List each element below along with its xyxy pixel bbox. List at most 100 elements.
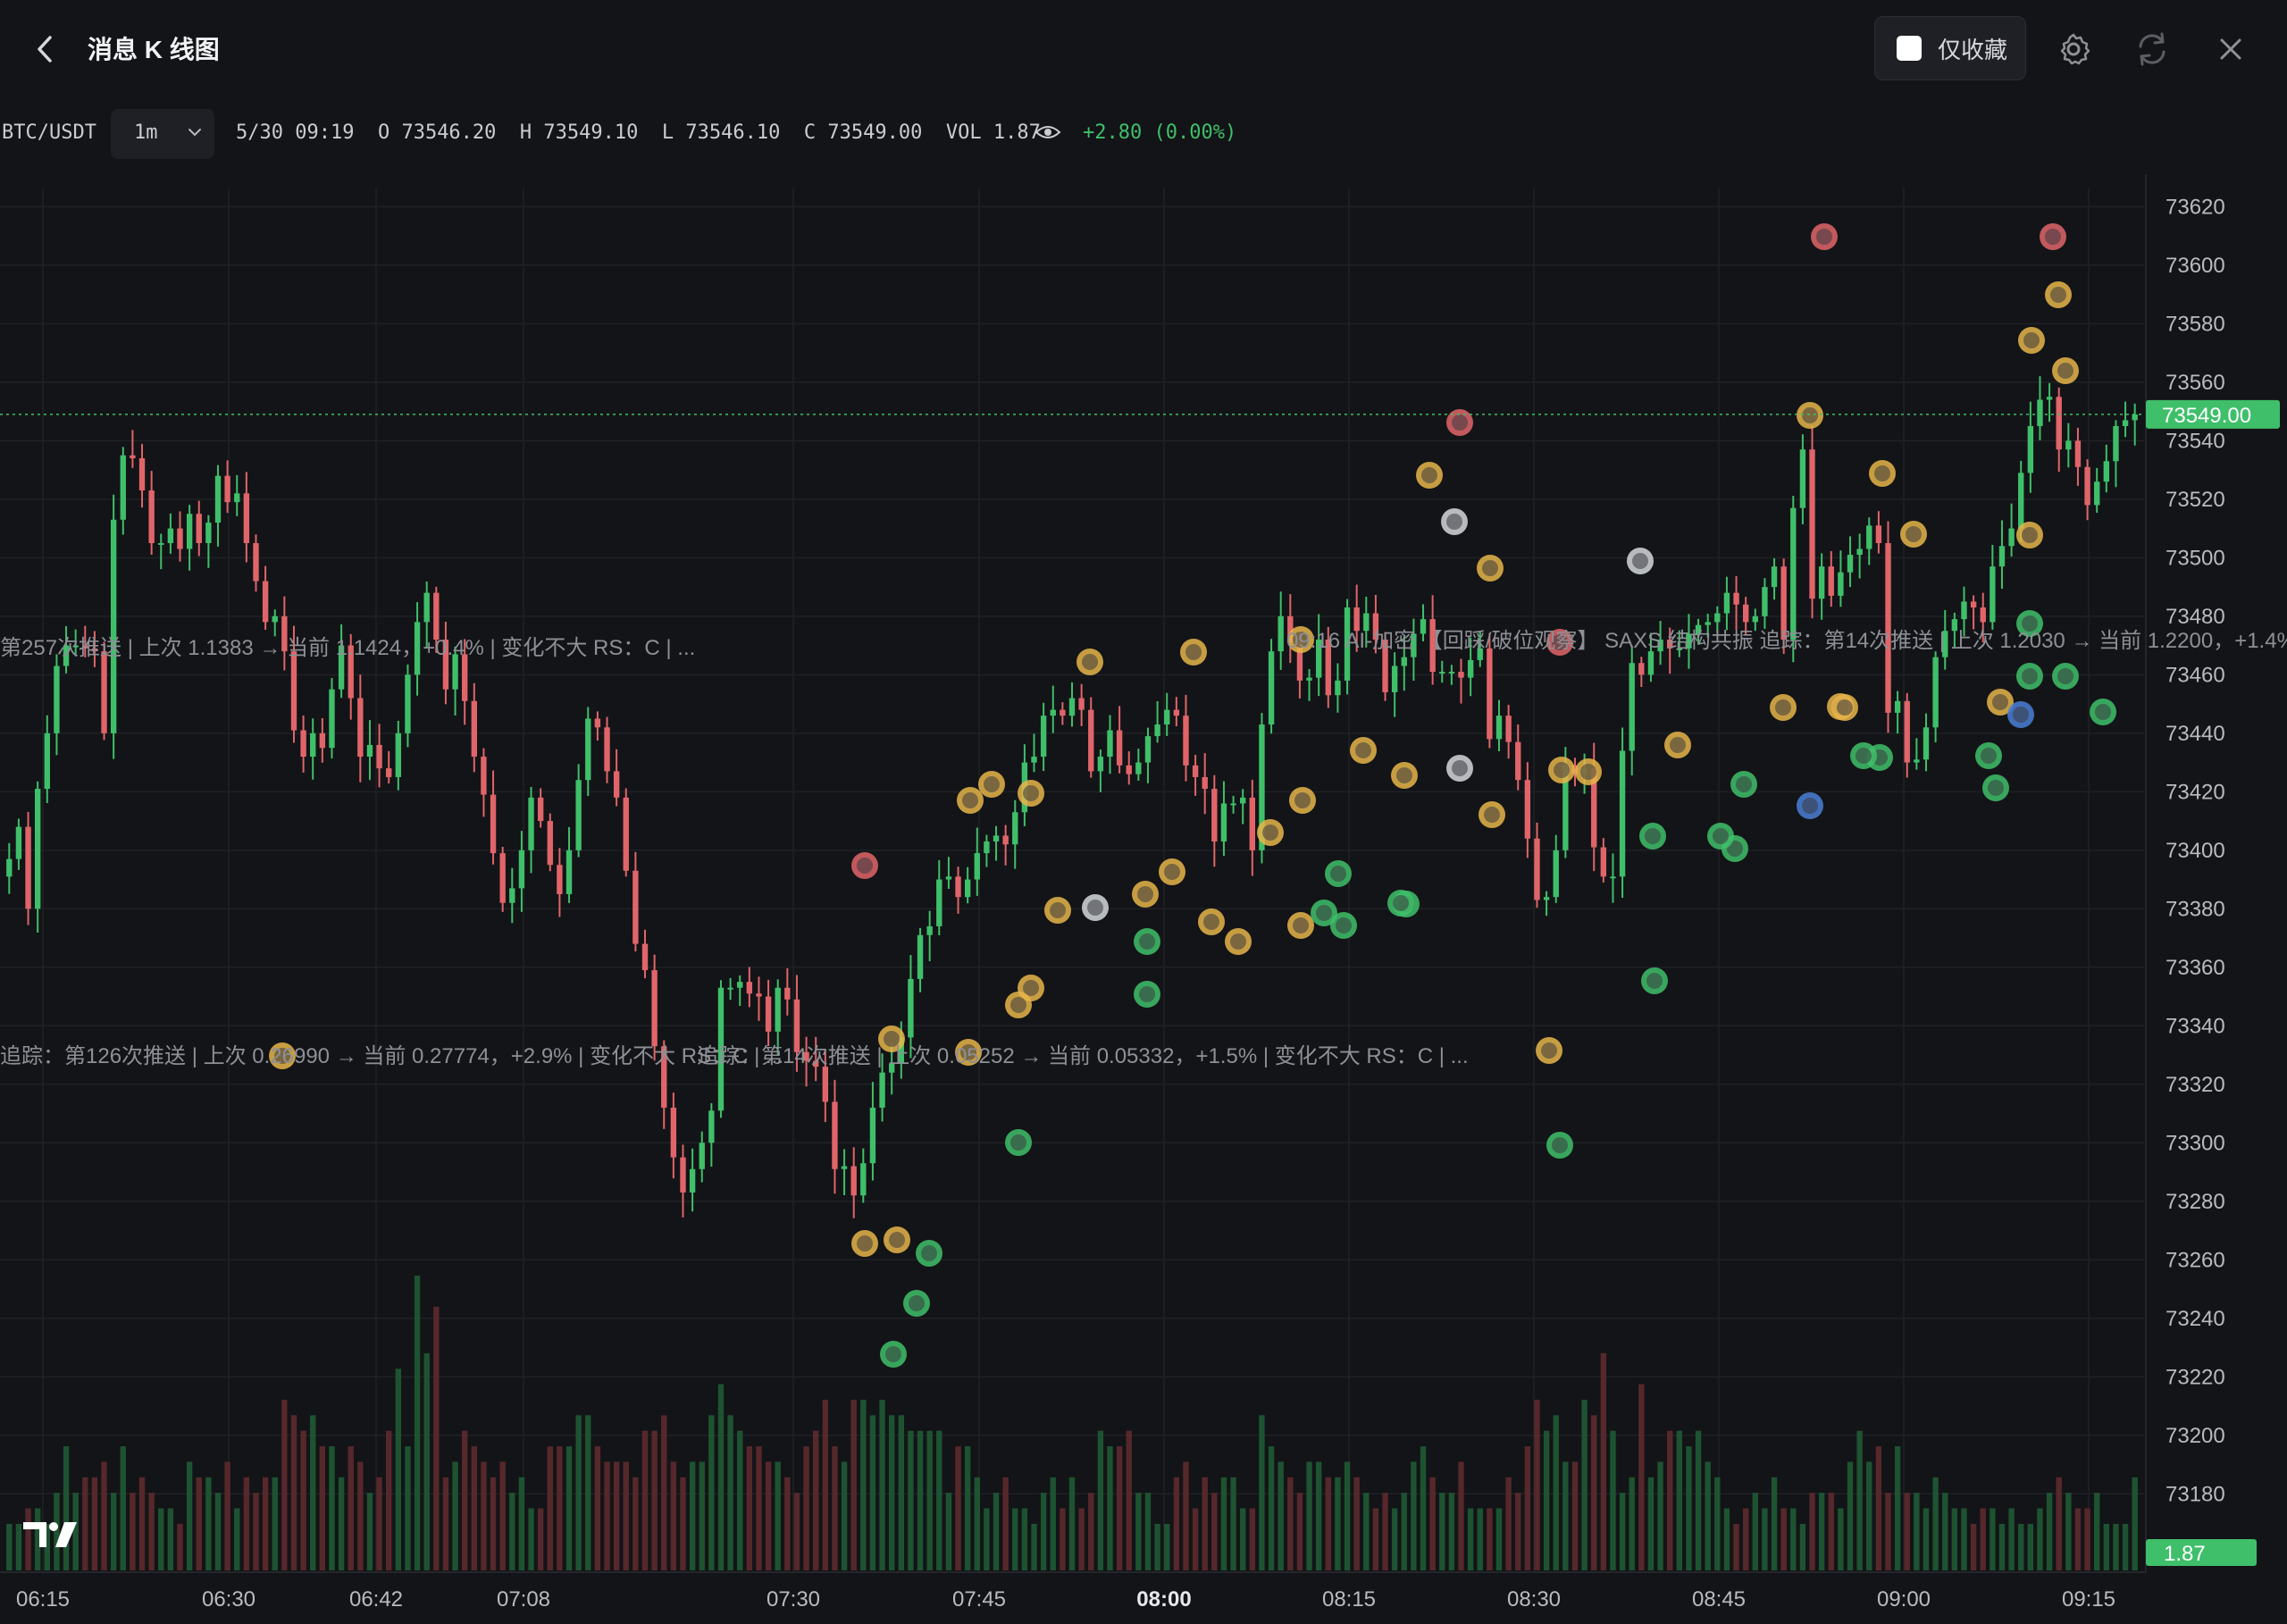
news-marker-icon[interactable] (1350, 737, 1377, 764)
candle[interactable] (1600, 838, 1607, 883)
candle[interactable] (2065, 423, 2072, 468)
news-marker-icon[interactable] (1546, 1132, 1573, 1159)
candle[interactable] (1429, 595, 1436, 685)
eye-icon[interactable] (1035, 121, 1061, 143)
news-marker-icon[interactable] (1076, 649, 1103, 675)
news-marker-icon[interactable] (1664, 732, 1691, 758)
candle[interactable] (1980, 592, 1986, 642)
candle[interactable] (1097, 749, 1104, 792)
candle[interactable] (2008, 503, 2015, 557)
candle[interactable] (1771, 558, 1778, 600)
candle[interactable] (1828, 550, 1834, 607)
candlesticks[interactable] (6, 376, 2138, 1218)
news-marker-icon[interactable] (1159, 858, 1185, 885)
candle[interactable] (1211, 774, 1218, 867)
candle[interactable] (1230, 795, 1236, 814)
candle[interactable] (1790, 495, 1797, 663)
candle[interactable] (1932, 651, 1939, 743)
candle[interactable] (6, 842, 13, 894)
candle[interactable] (1154, 700, 1160, 743)
candle[interactable] (2122, 401, 2129, 438)
candle[interactable] (1742, 597, 1749, 636)
news-marker-icon[interactable] (1391, 762, 1418, 789)
news-marker-icon[interactable] (1975, 742, 2002, 769)
candle[interactable] (158, 533, 164, 570)
news-marker-icon[interactable] (1446, 409, 1473, 436)
candle[interactable] (1382, 632, 1388, 701)
candle[interactable] (926, 910, 933, 962)
news-marker-icon[interactable] (2045, 281, 2072, 308)
candle[interactable] (281, 596, 288, 671)
news-marker-icon[interactable] (1289, 787, 1316, 814)
candle[interactable] (1335, 663, 1341, 713)
news-ticker-2[interactable]: 09:16 AI-加密 【回踩/破位观察】 SAXS 结构共振 追踪：第14次推… (1286, 629, 2287, 653)
candle[interactable] (984, 834, 990, 867)
candle[interactable] (708, 1102, 715, 1168)
candle[interactable] (2037, 376, 2043, 441)
candle[interactable] (499, 846, 506, 912)
candle[interactable] (841, 1149, 848, 1196)
news-marker-icon[interactable] (1287, 912, 1314, 939)
candle[interactable] (746, 967, 753, 1008)
candle[interactable] (1733, 575, 1739, 630)
candle[interactable] (138, 443, 146, 508)
news-marker-icon[interactable] (1005, 992, 1032, 1018)
kline-chart[interactable]: 第257次推送 | 上次 1.1383 → 当前 1.1424，+0.4% | … (0, 170, 2287, 1624)
candle[interactable] (1990, 545, 1996, 630)
candle[interactable] (395, 720, 402, 791)
news-tickers[interactable]: 第257次推送 | 上次 1.1383 → 当前 1.1424，+0.4% | … (0, 629, 2287, 1068)
candle[interactable] (25, 811, 31, 925)
news-marker-icon[interactable] (2007, 701, 2034, 728)
candle[interactable] (54, 654, 60, 756)
news-marker-icon[interactable] (2016, 522, 2043, 548)
candle[interactable] (148, 471, 155, 555)
news-marker-icon[interactable] (1479, 801, 1505, 828)
candle[interactable] (993, 825, 1000, 861)
candle[interactable] (1012, 799, 1018, 869)
candle[interactable] (1695, 618, 1702, 645)
candle[interactable] (1060, 702, 1066, 725)
candle[interactable] (101, 641, 107, 741)
candle[interactable] (1970, 595, 1977, 630)
candle[interactable] (879, 1053, 885, 1122)
candle[interactable] (1401, 635, 1407, 691)
candle[interactable] (338, 624, 345, 699)
candle[interactable] (641, 929, 649, 979)
candle[interactable] (1495, 699, 1503, 752)
candle[interactable] (1315, 614, 1322, 697)
candle[interactable] (623, 788, 629, 877)
news-marker-icon[interactable] (2090, 699, 2116, 725)
candle[interactable] (1220, 781, 1227, 856)
news-marker-icon[interactable] (1198, 908, 1225, 935)
candle[interactable] (1505, 705, 1512, 759)
candle[interactable] (2084, 459, 2090, 521)
candle[interactable] (1420, 604, 1427, 642)
candle[interactable] (1325, 626, 1331, 708)
candle[interactable] (262, 565, 269, 631)
news-ticker-1[interactable]: 第257次推送 | 上次 1.1383 → 当前 1.1424，+0.4% | … (0, 636, 695, 660)
news-marker-icon[interactable] (1446, 755, 1473, 782)
candle[interactable] (547, 813, 553, 872)
news-marker-icon[interactable] (2016, 610, 2043, 637)
candle[interactable] (813, 1036, 819, 1082)
candle[interactable] (1875, 511, 1882, 554)
candle[interactable] (651, 954, 658, 1061)
news-marker-icon[interactable] (1018, 780, 1044, 807)
candle[interactable] (1306, 669, 1312, 701)
gear-icon[interactable] (2051, 27, 2096, 71)
news-marker-icon[interactable] (1387, 890, 1414, 917)
candle[interactable] (1135, 749, 1142, 781)
candle[interactable] (1657, 621, 1663, 666)
candle[interactable] (1629, 645, 1635, 775)
candle[interactable] (91, 631, 98, 667)
candle[interactable] (1144, 727, 1152, 783)
candle[interactable] (1240, 789, 1246, 825)
news-marker-icon[interactable] (1225, 928, 1252, 955)
candle[interactable] (2113, 420, 2119, 488)
candle[interactable] (366, 720, 373, 781)
candle[interactable] (822, 1051, 829, 1123)
candle[interactable] (1088, 697, 1094, 778)
candle[interactable] (442, 622, 449, 705)
candle[interactable] (1752, 608, 1758, 632)
candle[interactable] (471, 682, 477, 773)
